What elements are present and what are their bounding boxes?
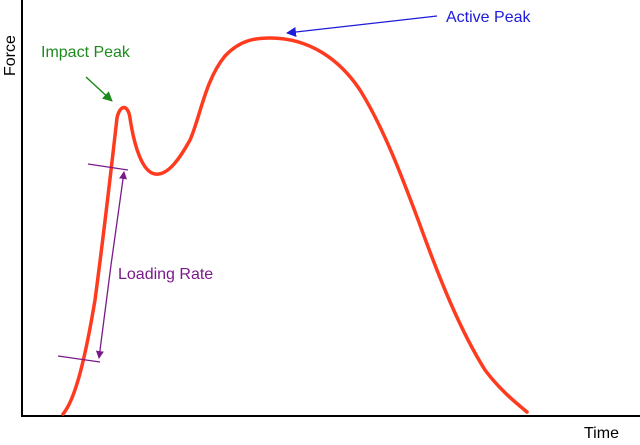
impact-peak-label: Impact Peak bbox=[41, 44, 131, 61]
force-curve bbox=[61, 36, 529, 416]
loading-rate-arrow-down bbox=[95, 264, 112, 359]
loading-rate-tick-bottom bbox=[57, 355, 101, 363]
loading-rate-label: Loading Rate bbox=[118, 266, 213, 283]
y-axis-title: Force bbox=[2, 35, 19, 76]
loading-rate-arrow-up bbox=[110, 171, 127, 266]
x-axis-title: Time bbox=[584, 425, 619, 440]
impact-peak-arrow bbox=[85, 76, 113, 102]
active-peak-arrow bbox=[286, 15, 438, 37]
active-peak-label: Active Peak bbox=[446, 9, 531, 26]
loading-rate-tick-top bbox=[87, 163, 129, 171]
